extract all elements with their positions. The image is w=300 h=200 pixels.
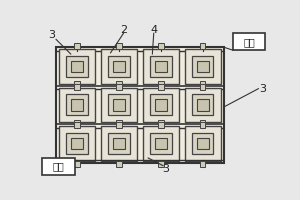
Bar bbox=[150, 56, 172, 77]
Bar bbox=[56, 47, 224, 163]
Bar bbox=[143, 49, 179, 84]
Bar bbox=[108, 133, 130, 154]
Bar bbox=[116, 43, 122, 49]
Bar bbox=[192, 133, 213, 154]
Bar bbox=[113, 61, 125, 72]
Bar bbox=[184, 88, 220, 122]
Bar bbox=[200, 81, 206, 88]
Bar bbox=[116, 120, 122, 126]
Bar bbox=[158, 84, 164, 90]
Bar bbox=[155, 61, 167, 72]
Bar bbox=[143, 88, 179, 122]
Bar bbox=[200, 43, 206, 49]
Text: 3: 3 bbox=[162, 164, 169, 174]
Text: 3: 3 bbox=[48, 30, 55, 40]
Bar bbox=[196, 99, 208, 111]
Bar bbox=[101, 88, 137, 122]
Bar bbox=[200, 161, 206, 167]
Bar bbox=[74, 84, 80, 90]
Bar bbox=[155, 99, 167, 111]
Text: 正极: 正极 bbox=[243, 37, 255, 47]
Bar bbox=[116, 122, 122, 128]
Bar bbox=[42, 158, 75, 175]
Bar bbox=[59, 126, 95, 161]
Bar bbox=[74, 43, 80, 49]
Bar bbox=[150, 133, 172, 154]
Bar bbox=[192, 94, 213, 115]
Text: 负极: 负极 bbox=[52, 161, 64, 171]
Bar bbox=[200, 84, 206, 90]
Text: 4: 4 bbox=[150, 25, 157, 35]
Bar bbox=[200, 122, 206, 128]
Bar bbox=[108, 94, 130, 115]
Bar bbox=[196, 61, 208, 72]
Bar bbox=[158, 122, 164, 128]
Bar bbox=[59, 49, 95, 84]
Bar bbox=[101, 126, 137, 161]
Bar bbox=[74, 120, 80, 126]
Bar bbox=[158, 43, 164, 49]
Bar bbox=[196, 138, 208, 149]
Bar bbox=[74, 81, 80, 88]
Bar bbox=[66, 133, 88, 154]
Bar bbox=[71, 138, 83, 149]
Bar bbox=[66, 56, 88, 77]
Bar bbox=[200, 120, 206, 126]
Bar bbox=[150, 94, 172, 115]
Bar bbox=[233, 33, 265, 50]
Bar bbox=[74, 122, 80, 128]
Bar bbox=[101, 49, 137, 84]
Bar bbox=[71, 99, 83, 111]
Bar bbox=[113, 99, 125, 111]
Bar bbox=[71, 61, 83, 72]
Bar bbox=[143, 126, 179, 161]
Bar bbox=[74, 161, 80, 167]
Bar bbox=[113, 138, 125, 149]
Bar bbox=[184, 49, 220, 84]
Bar bbox=[184, 126, 220, 161]
Bar bbox=[59, 88, 95, 122]
Bar bbox=[66, 94, 88, 115]
Bar bbox=[158, 120, 164, 126]
Bar bbox=[158, 161, 164, 167]
Bar bbox=[116, 84, 122, 90]
Bar bbox=[116, 161, 122, 167]
Bar bbox=[192, 56, 213, 77]
Bar bbox=[108, 56, 130, 77]
Bar bbox=[155, 138, 167, 149]
Bar bbox=[116, 81, 122, 88]
Text: 3: 3 bbox=[260, 84, 266, 94]
Text: 2: 2 bbox=[120, 25, 127, 35]
Bar bbox=[158, 81, 164, 88]
